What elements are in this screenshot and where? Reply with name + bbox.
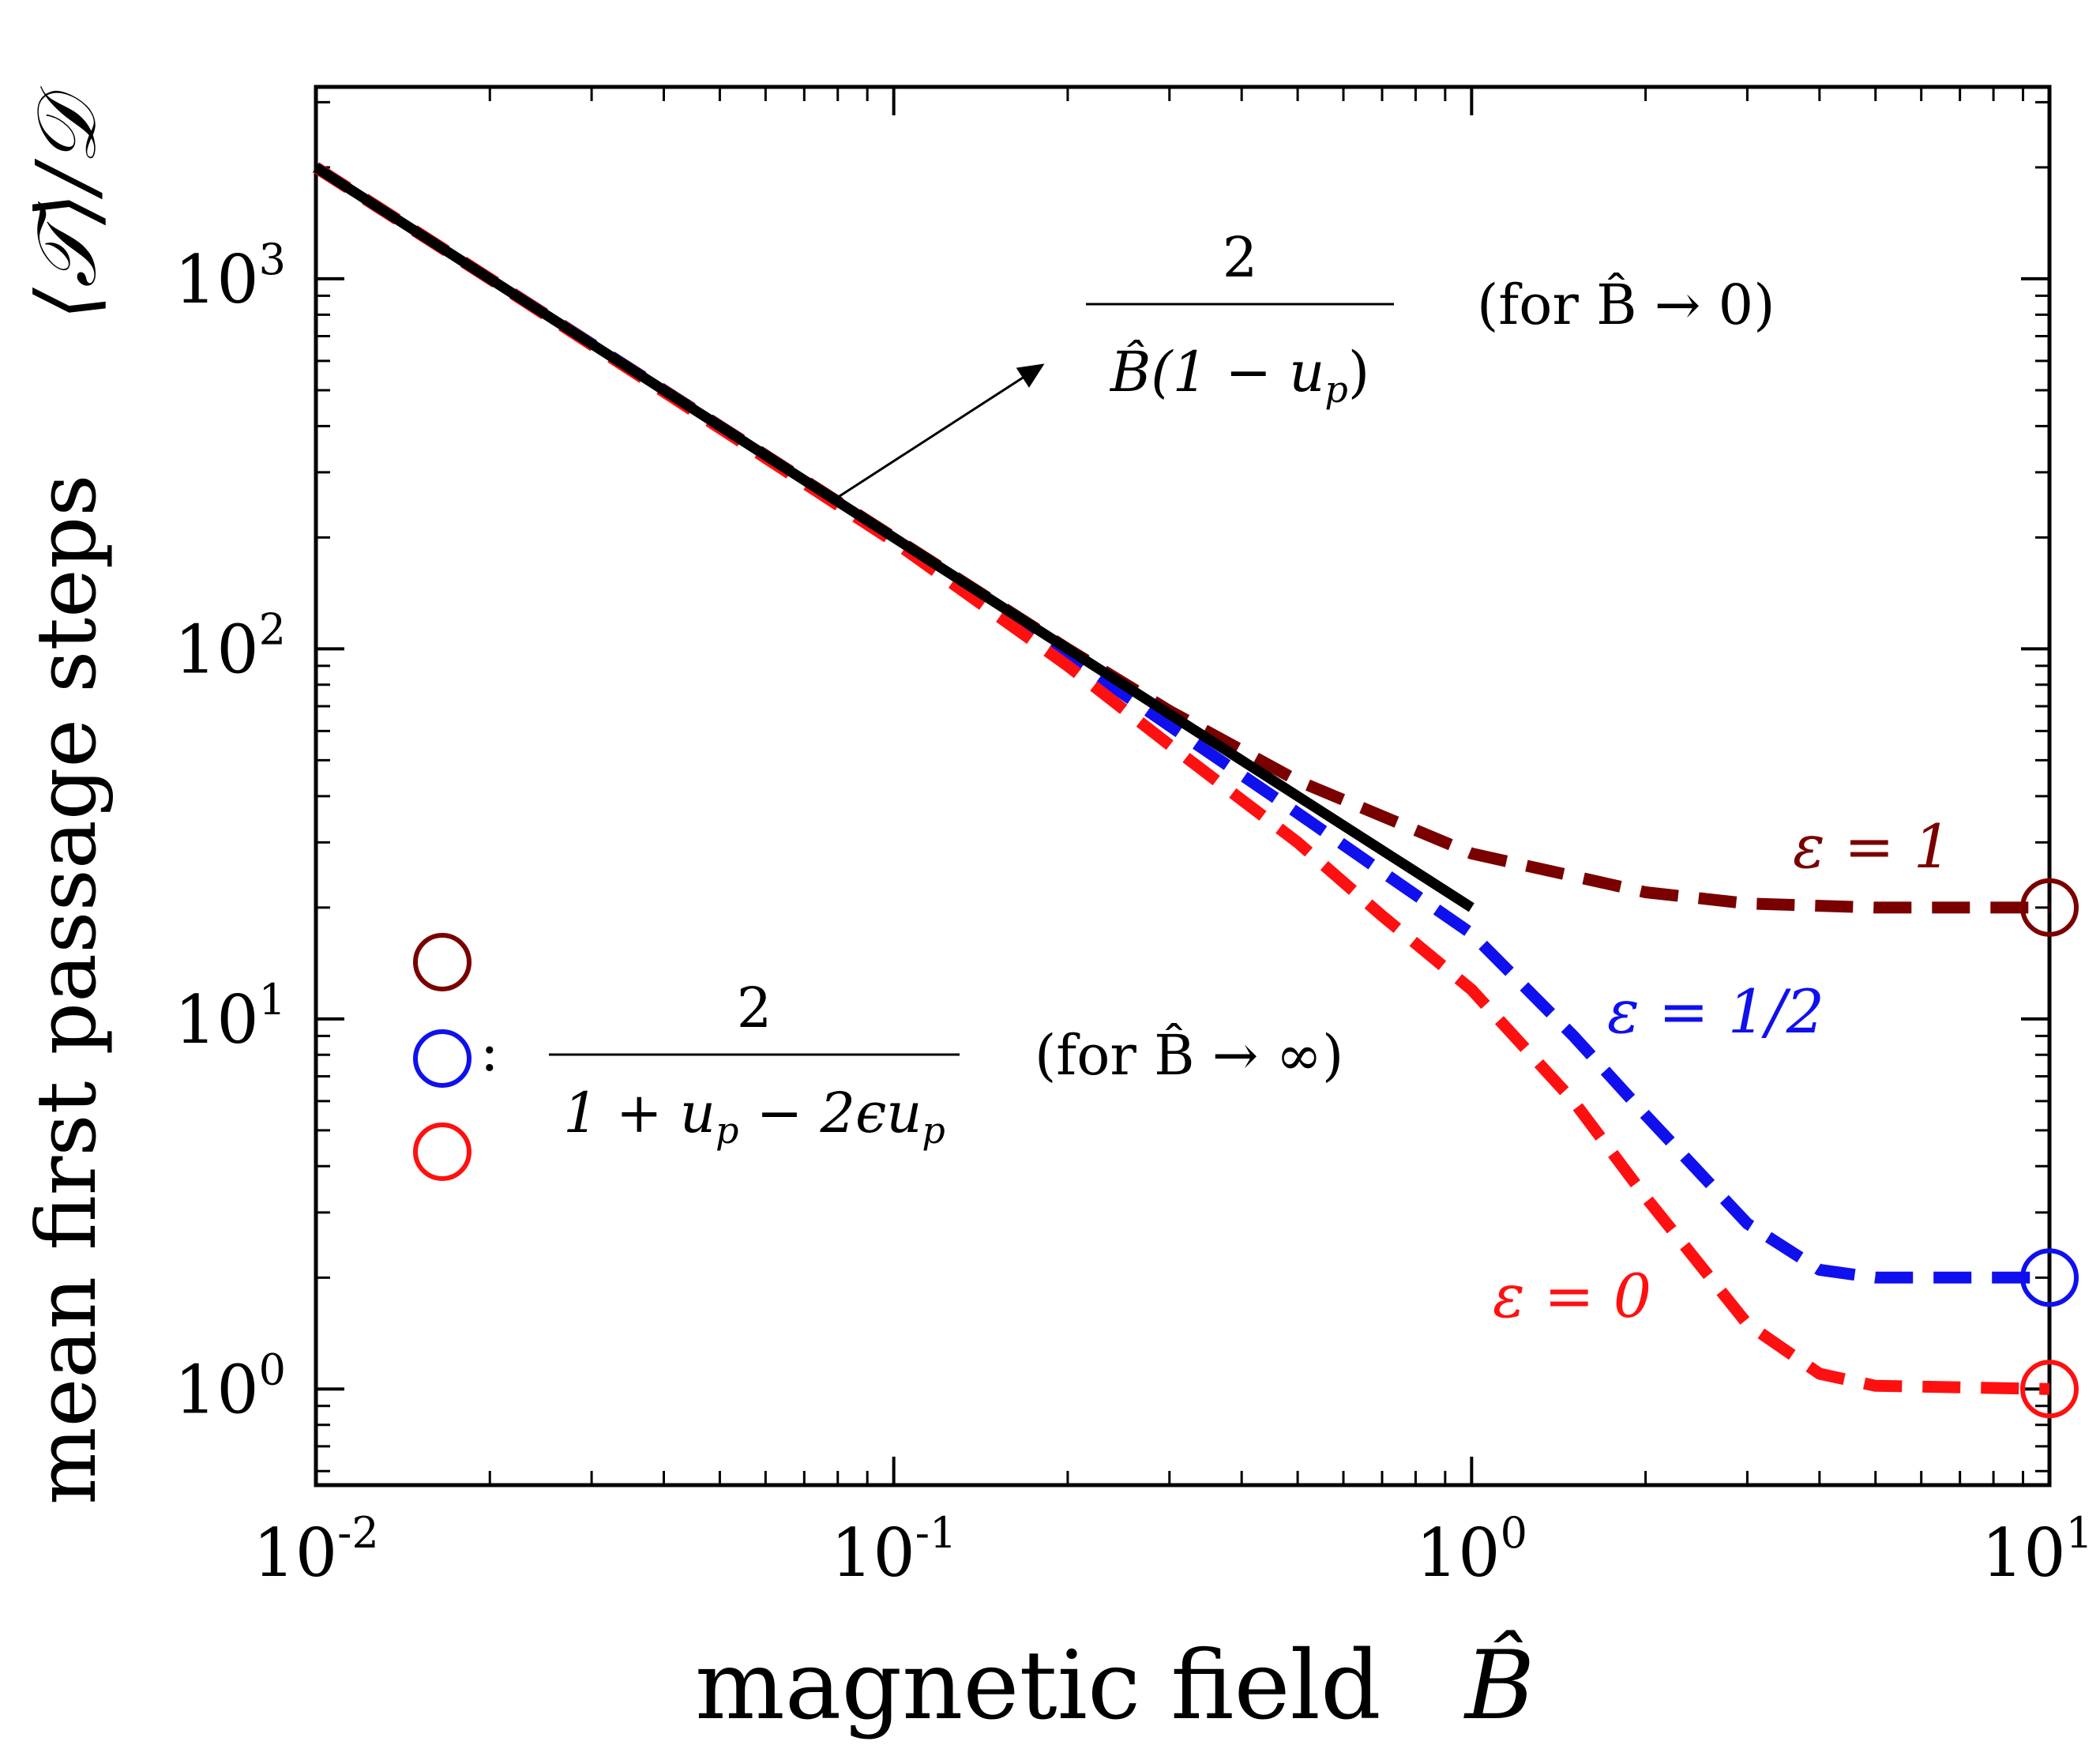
large-b-denominator: 1 + up − 2ϵup <box>563 1081 945 1152</box>
legend-circle-2 <box>413 1123 471 1181</box>
large-b-numerator: 2 <box>737 976 772 1040</box>
y-tick-label: 102 <box>175 604 286 688</box>
y-axis-label-symbol: ⟨𝒯⟩/𝒟 <box>18 86 115 320</box>
y-tick-label: 103 <box>175 235 286 318</box>
x-tick-label: 10-1 <box>831 1508 957 1592</box>
x-tick-labels: 10-2 10-1 100 101 <box>253 1508 2093 1592</box>
major-ticks <box>314 87 2051 1485</box>
series-label-eps-half: ε = 1/2 <box>1607 976 1824 1047</box>
x-axis-label-symbol: B̂ <box>1463 1630 1535 1741</box>
large-b-condition: (for B̂ → ∞) <box>1035 1023 1343 1088</box>
series-label-eps-1: ε = 1 <box>1793 811 1952 882</box>
limit-marker-1 <box>2020 1248 2079 1307</box>
series-line-3 <box>313 163 1475 912</box>
limit-marker-0 <box>2020 878 2079 937</box>
series-line-0 <box>312 162 2049 914</box>
x-tick-label: 100 <box>1416 1508 1527 1592</box>
y-axis-label: mean first passage steps ⟨𝒯⟩/𝒟 <box>18 86 115 1505</box>
x-axis-label-text: magnetic field <box>695 1631 1381 1741</box>
x-tick-label: 10-2 <box>253 1508 379 1592</box>
y-tick-labels: 100 101 102 103 <box>175 235 286 1428</box>
small-b-denominator: B̂(1 − up) <box>1109 340 1369 411</box>
large-b-colon: : <box>480 1019 499 1084</box>
marker-layer <box>2020 878 2079 1419</box>
y-tick-label: 100 <box>175 1344 286 1428</box>
plot-frame <box>314 85 2052 1487</box>
annotation-large-b: : 2 1 + up − 2ϵup (for B̂ → ∞) <box>480 976 1343 1152</box>
minor-ticks <box>316 87 2049 1485</box>
limit-marker-2 <box>2020 1360 2079 1419</box>
x-axis-label: magnetic field B̂ <box>695 1630 1535 1741</box>
series-layer <box>312 162 2050 1395</box>
y-tick-label: 101 <box>175 975 286 1059</box>
small-b-numerator: 2 <box>1223 225 1258 290</box>
annotation-small-b: 2 B̂(1 − up) (for B̂ → 0) <box>1086 225 1775 411</box>
annotation-arrow <box>836 363 1045 499</box>
series-label-eps-0: ε = 0 <box>1493 1261 1651 1331</box>
legend-circle-1 <box>413 1029 471 1088</box>
small-b-condition: (for B̂ → 0) <box>1477 273 1775 337</box>
x-tick-label: 101 <box>1982 1508 2093 1592</box>
legend-circles <box>413 933 471 1181</box>
legend-circle-0 <box>413 933 471 991</box>
y-axis-label-text: mean first passage steps <box>18 474 115 1505</box>
